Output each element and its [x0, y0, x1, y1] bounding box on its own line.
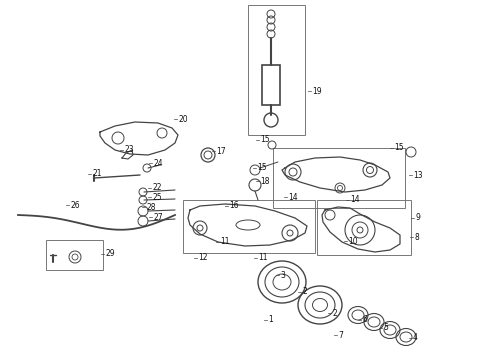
Text: 25: 25 [152, 193, 162, 202]
Text: 22: 22 [152, 184, 162, 193]
Text: 15: 15 [257, 163, 267, 172]
Text: 12: 12 [198, 253, 207, 262]
Text: 15: 15 [394, 144, 404, 153]
Text: 6: 6 [362, 315, 367, 324]
Text: 5: 5 [383, 324, 388, 333]
Bar [248, 5, 305, 135]
Text: 21: 21 [92, 170, 101, 179]
Bar [273, 148, 405, 208]
Text: 11: 11 [258, 253, 268, 262]
Bar [46, 240, 103, 270]
Text: 4: 4 [413, 333, 418, 342]
Text: 23: 23 [124, 145, 134, 154]
Bar [183, 200, 315, 253]
Text: 20: 20 [178, 114, 188, 123]
Text: 8: 8 [414, 233, 419, 242]
Text: 14: 14 [288, 193, 297, 202]
Text: 17: 17 [216, 147, 225, 156]
Text: 11: 11 [220, 238, 229, 247]
Text: 24: 24 [153, 158, 163, 167]
Text: 9: 9 [415, 213, 420, 222]
Text: 14: 14 [350, 195, 360, 204]
Text: 28: 28 [146, 202, 155, 211]
Text: 16: 16 [229, 202, 239, 211]
Bar [262, 65, 280, 105]
Text: 26: 26 [70, 201, 80, 210]
Text: 3: 3 [280, 270, 285, 279]
Text: 7: 7 [338, 330, 343, 339]
Text: 13: 13 [413, 171, 423, 180]
Text: 27: 27 [153, 212, 163, 221]
Bar [317, 200, 411, 255]
Text: 2: 2 [332, 309, 337, 318]
Text: 29: 29 [105, 249, 115, 258]
Text: 2: 2 [302, 288, 307, 297]
Text: 15: 15 [260, 135, 270, 144]
Text: 19: 19 [312, 86, 321, 95]
Text: 10: 10 [348, 237, 358, 246]
Text: 1: 1 [268, 315, 273, 324]
Text: 18: 18 [260, 176, 270, 185]
